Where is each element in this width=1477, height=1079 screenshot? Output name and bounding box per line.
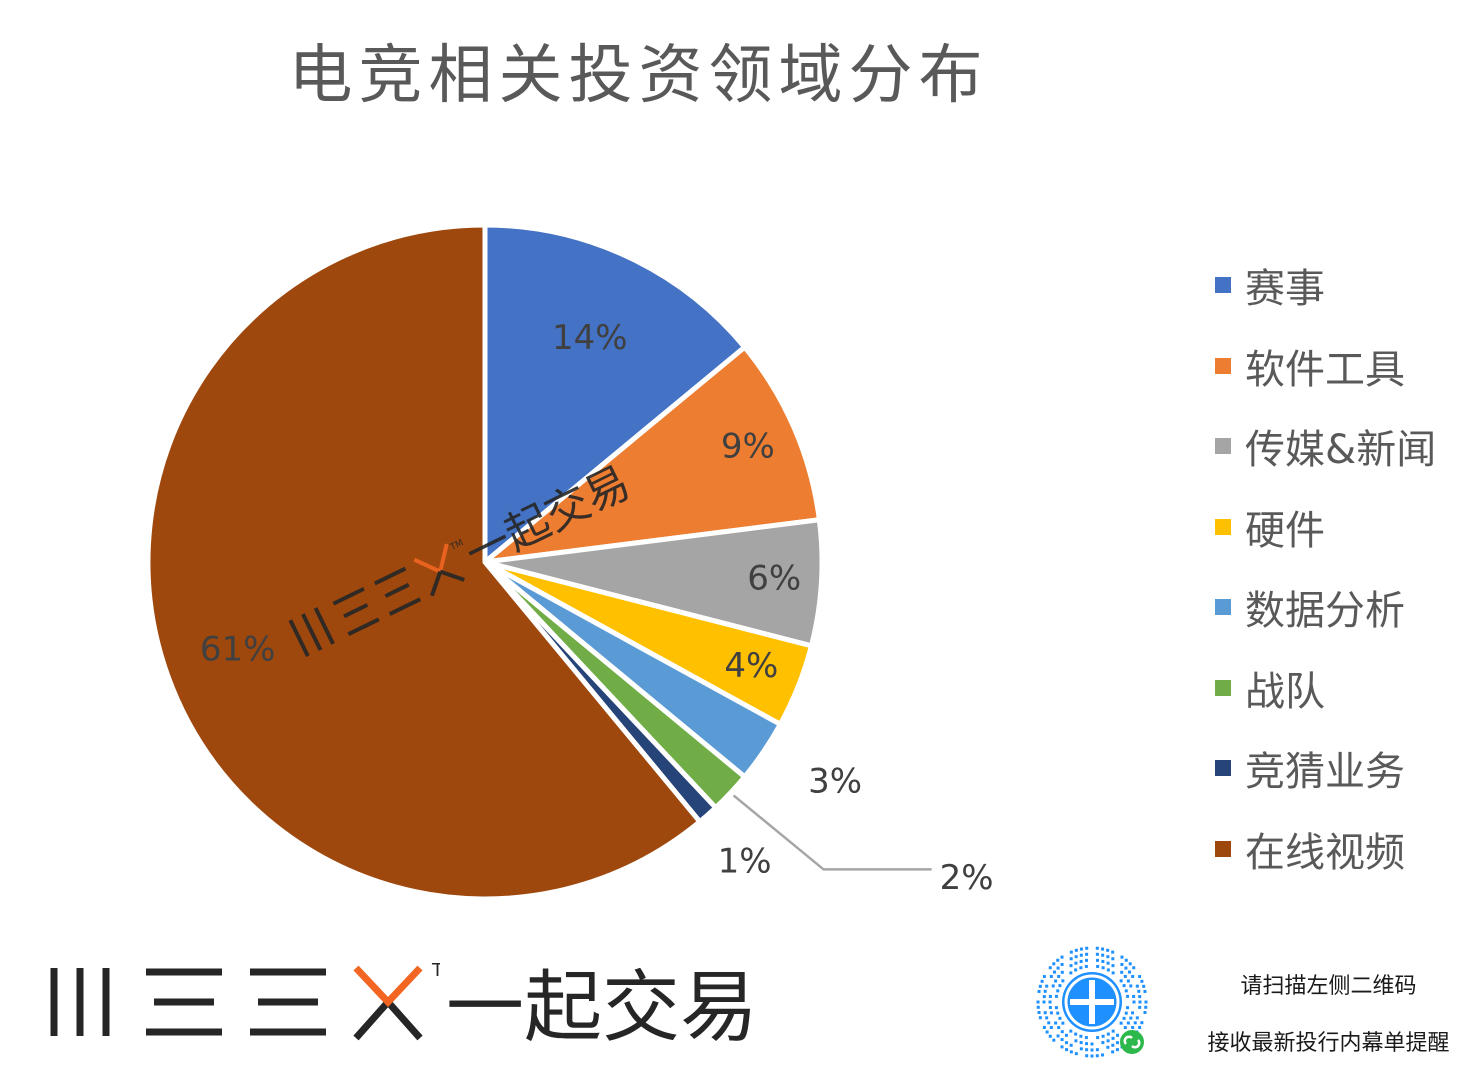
data-label-4: 4% xyxy=(724,646,778,686)
legend-swatch xyxy=(1215,599,1231,616)
data-label-6: 2% xyxy=(940,858,994,898)
legend-swatch xyxy=(1215,438,1231,455)
legend-label: 竞猜业务 xyxy=(1245,749,1405,796)
mini-program-qr-icon[interactable] xyxy=(1030,940,1155,1065)
data-label-1: 14% xyxy=(552,318,628,358)
logo-text: 一起交易 xyxy=(446,963,759,1053)
chart-title: 电竞相关投资领域分布 xyxy=(288,39,989,113)
legend-item: 在线视频 xyxy=(1215,809,1436,890)
legend-swatch xyxy=(1215,760,1231,777)
legend-item: 赛事 xyxy=(1215,245,1436,326)
legend-swatch xyxy=(1215,840,1231,857)
legend-label: 在线视频 xyxy=(1245,829,1405,876)
legend-swatch xyxy=(1215,357,1231,374)
legend-item: 硬件 xyxy=(1215,487,1436,568)
qr-caption-line2: 接收最新投行内幕单提醒 xyxy=(1207,1031,1450,1056)
qr-caption-line1: 请扫描左侧二维码 xyxy=(1240,974,1417,999)
legend-label: 硬件 xyxy=(1245,507,1325,554)
data-labels: 14% 9% 6% 4% 3% 2% 1% 61% xyxy=(200,318,994,898)
logo: TM 一起交易 xyxy=(50,958,758,1048)
legend: 赛事软件工具传媒&新闻硬件数据分析战队竞猜业务在线视频 xyxy=(1215,245,1436,889)
legend-swatch xyxy=(1215,518,1231,535)
legend-label: 战队 xyxy=(1245,668,1325,715)
legend-item: 传媒&新闻 xyxy=(1215,406,1436,487)
legend-swatch xyxy=(1215,277,1231,294)
data-label-5: 3% xyxy=(808,762,862,802)
svg-text:TM: TM xyxy=(431,960,440,981)
pie-slice-1 xyxy=(482,222,748,565)
legend-label: 传媒&新闻 xyxy=(1245,427,1437,474)
data-label-7: 1% xyxy=(718,842,772,882)
legend-item: 竞猜业务 xyxy=(1215,728,1436,809)
data-label-2: 9% xyxy=(721,427,775,467)
legend-label: 软件工具 xyxy=(1245,346,1405,393)
legend-swatch xyxy=(1215,679,1231,696)
pie-slice-2 xyxy=(482,344,822,565)
legend-label: 数据分析 xyxy=(1245,588,1405,635)
leader-line xyxy=(732,794,932,871)
legend-item: 软件工具 xyxy=(1215,326,1436,407)
data-label-8: 61% xyxy=(200,630,276,670)
logo-mark: TM xyxy=(50,960,440,1041)
legend-item: 数据分析 xyxy=(1215,567,1436,648)
legend-label: 赛事 xyxy=(1245,266,1325,313)
legend-item: 战队 xyxy=(1215,648,1436,729)
data-label-3: 6% xyxy=(747,559,801,599)
